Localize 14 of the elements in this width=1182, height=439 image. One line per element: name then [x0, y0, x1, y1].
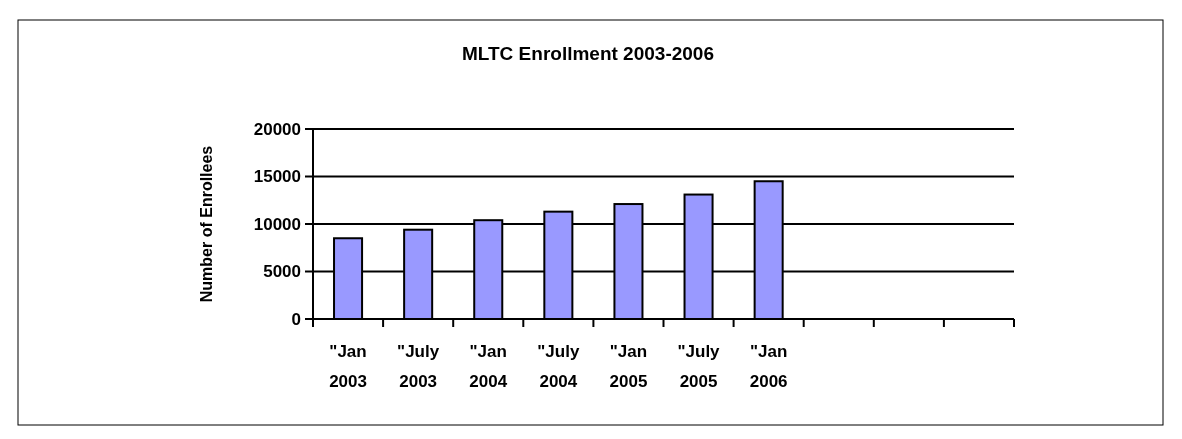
x-tick-label: "Jan 2005 — [609, 342, 648, 391]
y-axis-title: Number of Enrollees — [198, 145, 215, 303]
x-tick-label: "July 2005 — [677, 342, 721, 391]
x-tick-label: "July 2004 — [537, 342, 580, 391]
x-tick-label: "Jan 2003 — [329, 342, 367, 391]
y-tick-label: 15000 — [253, 167, 301, 187]
x-tick-label: "Jan 2006 — [749, 342, 788, 391]
y-tick-label: 10000 — [253, 214, 301, 234]
chart-title: MLTC Enrollment 2003-2006 — [461, 43, 715, 64]
x-tick-label: "July 2003 — [397, 342, 440, 391]
y-tick-label: 5000 — [263, 262, 301, 282]
y-tick-label: 20000 — [253, 119, 301, 139]
y-tick-label: 0 — [291, 309, 301, 329]
x-tick-label: "Jan 2004 — [469, 342, 508, 391]
